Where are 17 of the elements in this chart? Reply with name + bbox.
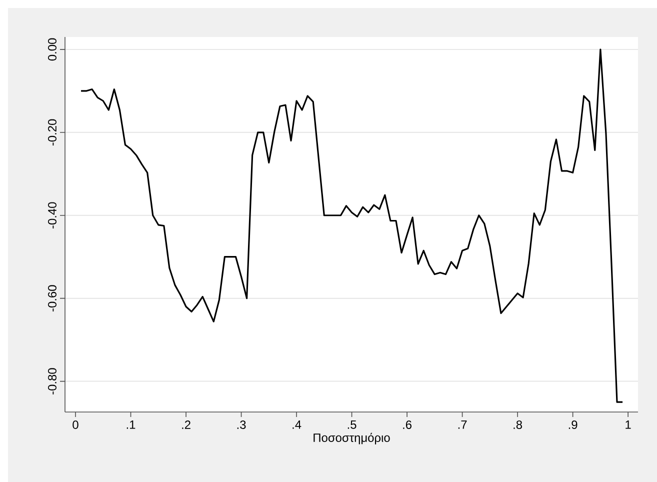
x-axis-title: Ποσοστημόριο — [314, 432, 390, 444]
x-tick-label: .9 — [568, 420, 578, 429]
x-tick-label: .2 — [182, 420, 190, 429]
y-tick-label: -0.80 — [48, 368, 56, 394]
x-tick-label: .5 — [348, 420, 356, 429]
x-tick-label: .6 — [403, 420, 412, 429]
y-tick-label: -0.60 — [48, 285, 56, 312]
y-tick-label: -0.40 — [48, 202, 56, 228]
x-tick-label: .4 — [292, 420, 302, 429]
x-tick-label: .8 — [514, 420, 522, 429]
x-tick-label: .1 — [126, 420, 136, 429]
y-tick-label: -0.20 — [48, 119, 56, 146]
x-tick-label: 0 — [72, 420, 78, 429]
x-tick-label: .3 — [237, 420, 246, 429]
x-tick-label: .7 — [458, 420, 467, 429]
x-tick-label: 1 — [626, 420, 631, 429]
y-tick-label: 0.00 — [48, 38, 56, 61]
